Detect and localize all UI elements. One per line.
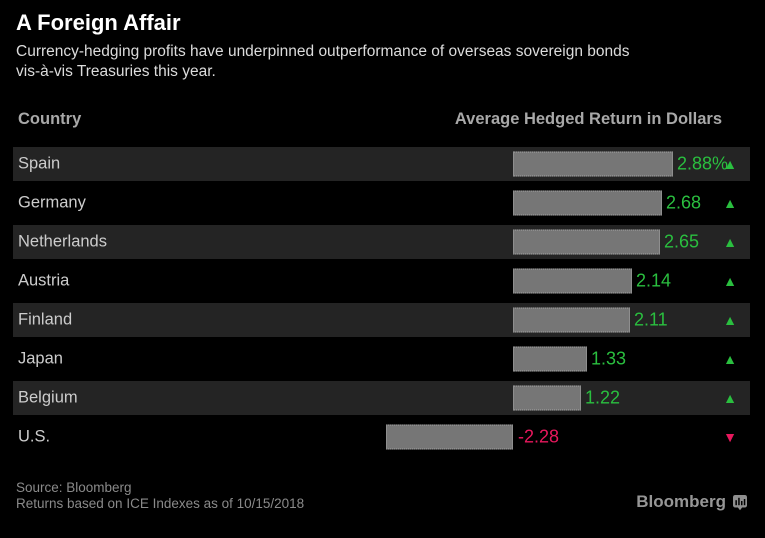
value-bar [513, 229, 660, 255]
value-label: 2.14 [636, 270, 672, 291]
value-bar [513, 385, 581, 411]
country-label: Finland [18, 310, 73, 329]
table-row: Netherlands 2.65 ▲ [13, 225, 750, 259]
country-label: U.S. [18, 427, 51, 446]
country-label: Spain [18, 154, 61, 173]
value-label: 2.11 [634, 309, 668, 330]
value-label: 1.33 [591, 348, 627, 369]
source-line: Source: Bloomberg [16, 480, 132, 495]
value-label: 1.22 [585, 387, 621, 408]
bloomberg-wordmark: Bloomberg [636, 492, 726, 511]
country-label: Japan [18, 349, 63, 368]
up-triangle-icon: ▲ [723, 390, 737, 406]
value-column-header: Average Hedged Return in Dollars [454, 110, 722, 128]
up-triangle-icon: ▲ [723, 156, 737, 172]
table-row: Austria 2.14 ▲ [13, 264, 750, 298]
attribution-line: Returns based on ICE Indexes as of 10/15… [16, 495, 305, 511]
value-label: 2.68 [666, 192, 702, 213]
up-triangle-icon: ▲ [723, 273, 737, 289]
bloomberg-brand: Bloomberg [636, 492, 748, 512]
bloomberg-logo-icon [733, 494, 747, 510]
table-row: Japan 1.33 ▲ [13, 342, 750, 376]
country-label: Belgium [18, 388, 78, 407]
table-row: Belgium 1.22 ▲ [13, 381, 750, 415]
chart-subtitle: Currency-hedging profits have underpinne… [16, 42, 629, 82]
up-triangle-icon: ▲ [723, 195, 737, 211]
up-triangle-icon: ▲ [723, 312, 737, 328]
value-bar [513, 190, 662, 216]
value-bar [513, 151, 673, 177]
table-row: Finland 2.11 ▲ [13, 303, 750, 337]
country-label: Germany [18, 193, 86, 212]
country-column-header: Country [18, 110, 82, 128]
value-label: 2.88% [677, 153, 729, 174]
subtitle-line-1: Currency-hedging profits have underpinne… [16, 43, 630, 60]
country-label: Netherlands [18, 232, 107, 251]
value-label: -2.28 [518, 426, 560, 447]
subtitle-line-2: vis-à-vis Treasuries this year. [16, 63, 216, 80]
source-note: Source: Bloomberg Returns based on ICE I… [16, 480, 304, 511]
up-triangle-icon: ▲ [723, 351, 737, 367]
up-triangle-icon: ▲ [723, 234, 737, 250]
value-bar [513, 307, 630, 333]
table-row: U.S. -2.28 ▼ [13, 420, 750, 454]
value-bar [513, 346, 587, 372]
down-triangle-icon: ▼ [723, 429, 737, 445]
value-label: 2.65 [664, 231, 700, 252]
value-bar [386, 424, 513, 450]
chart-title: A Foreign Affair [16, 10, 181, 35]
country-label: Austria [18, 271, 70, 290]
value-bar [513, 268, 632, 294]
table-row: Spain 2.88% ▲ [13, 147, 750, 181]
bar-rows: Spain 2.88% ▲ Germany 2.68 ▲ Netherlands 2.65 ▲ A… [13, 147, 750, 459]
table-row: Germany 2.68 ▲ [13, 186, 750, 220]
column-headers: Country Average Hedged Return in Dollars [13, 110, 750, 129]
